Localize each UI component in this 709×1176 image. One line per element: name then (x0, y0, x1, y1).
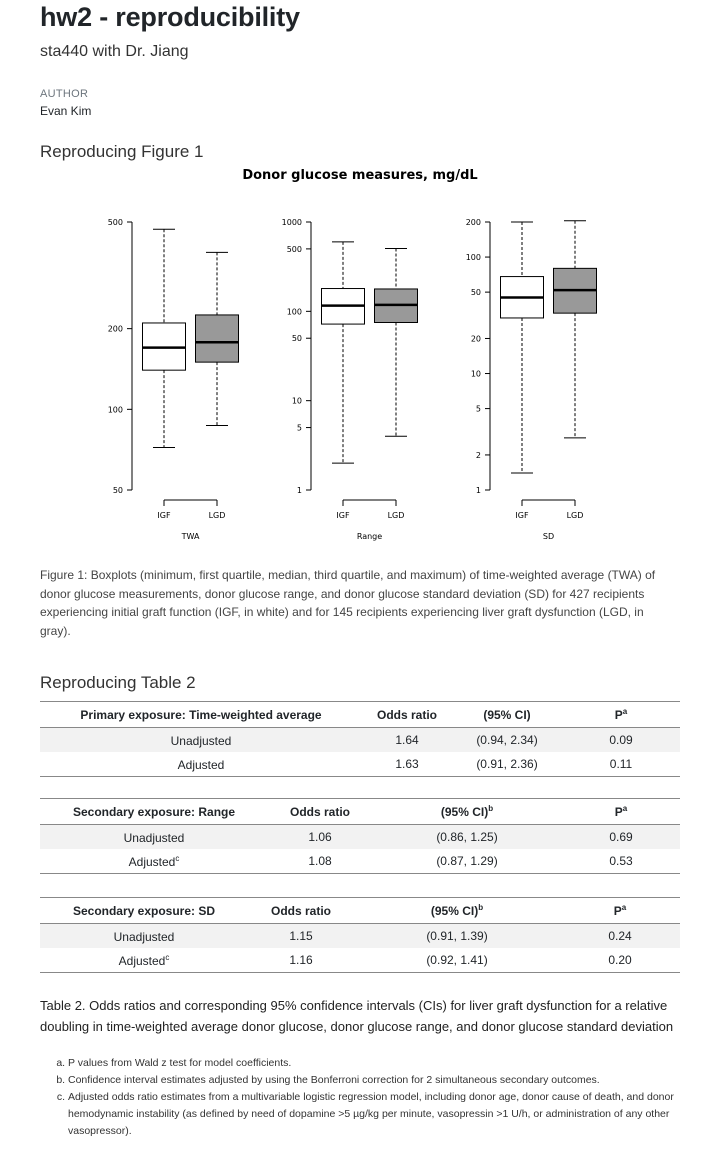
col-header-ci: (95% CI)b (354, 897, 560, 924)
x-tick-label: LGD (567, 511, 584, 520)
ci-cell: (0.87, 1.29) (372, 849, 562, 874)
y-tick-label: 500 (287, 245, 302, 254)
odds-ratio-cell: 1.06 (268, 824, 372, 849)
col-header-ci: (95% CI) (452, 701, 562, 728)
y-tick-label: 200 (108, 325, 123, 334)
p-cell: 0.53 (562, 849, 680, 874)
p-cell: 0.69 (562, 824, 680, 849)
table-row: Adjustedc 1.16 (0.92, 1.41) 0.20 (40, 948, 680, 973)
y-tick-label: 2 (476, 451, 481, 460)
table-row: Unadjusted 1.64 (0.94, 2.34) 0.09 (40, 727, 680, 752)
y-tick-label: 1 (297, 486, 302, 495)
table-row: Adjustedc 1.08 (0.87, 1.29) 0.53 (40, 849, 680, 874)
row-label: Adjustedc (40, 948, 248, 973)
panel-label: TWA (181, 532, 200, 541)
author-label: AUTHOR (40, 88, 89, 100)
row-label: Adjustedc (40, 849, 268, 874)
table-header-row: Secondary exposure: SD Odds ratio (95% C… (40, 897, 680, 924)
row-label: Adjusted (40, 752, 362, 777)
table-header-row: Secondary exposure: Range Odds ratio (95… (40, 798, 680, 825)
y-tick-label: 50 (471, 288, 481, 297)
row-label: Unadjusted (40, 727, 362, 752)
y-tick-label: 50 (292, 334, 302, 343)
table-caption: Table 2. Odds ratios and corresponding 9… (40, 998, 674, 1034)
footnote-a: P values from Wald z test for model coef… (68, 1055, 708, 1072)
y-tick-label: 100 (466, 253, 481, 262)
ci-cell: (0.91, 1.39) (354, 923, 560, 948)
p-cell: 0.11 (562, 752, 680, 777)
odds-ratio-cell: 1.16 (248, 948, 354, 973)
col-header-exposure: Primary exposure: Time-weighted average (40, 701, 362, 728)
col-header-exposure: Secondary exposure: Range (40, 798, 268, 825)
chart-title: Donor glucose measures, mg/dL (242, 168, 477, 183)
x-tick-label: LGD (388, 511, 405, 520)
p-cell: 0.24 (560, 923, 680, 948)
x-tick-label: IGF (157, 511, 171, 520)
col-header-p: Pa (562, 798, 680, 825)
col-header-p: Pa (560, 897, 680, 924)
panel-label: SD (543, 532, 554, 541)
odds-ratio-cell: 1.15 (248, 923, 354, 948)
table-row: Unadjusted 1.15 (0.91, 1.39) 0.24 (40, 923, 680, 948)
table-primary: Primary exposure: Time-weighted average … (40, 701, 680, 777)
table-header-row: Primary exposure: Time-weighted average … (40, 701, 680, 728)
table-range: Secondary exposure: Range Odds ratio (95… (40, 798, 680, 874)
odds-ratio-cell: 1.08 (268, 849, 372, 874)
table-row: Unadjusted 1.06 (0.86, 1.25) 0.69 (40, 824, 680, 849)
table-row: Adjusted 1.63 (0.91, 2.36) 0.11 (40, 752, 680, 777)
y-tick-label: 10 (292, 397, 302, 406)
ci-cell: (0.94, 2.34) (452, 727, 562, 752)
col-header-ci: (95% CI)b (372, 798, 562, 825)
col-header-exposure: Secondary exposure: SD (40, 897, 248, 924)
box-lgd (195, 314, 239, 363)
footnote-c: Adjusted odds ratio estimates from a mul… (68, 1089, 708, 1140)
row-label: Unadjusted (40, 824, 268, 849)
y-tick-label: 50 (113, 486, 123, 495)
table-footnotes: P values from Wald z test for model coef… (40, 1055, 708, 1140)
odds-ratio-cell: 1.63 (362, 752, 452, 777)
p-cell: 0.20 (560, 948, 680, 973)
boxplot-figure: Donor glucose measures, mg/dL 50 100 200 500… (108, 168, 597, 541)
ci-cell: (0.91, 2.36) (452, 752, 562, 777)
page-title: hw2 - reproducibility (40, 2, 300, 32)
x-tick-label: LGD (209, 511, 226, 520)
odds-ratio-cell: 1.64 (362, 727, 452, 752)
y-tick-label: 100 (287, 307, 302, 316)
x-tick-label: IGF (336, 511, 350, 520)
page-subtitle: sta440 with Dr. Jiang (40, 43, 189, 60)
x-tick-label: IGF (515, 511, 529, 520)
y-tick-label: 1 (476, 486, 481, 495)
y-tick-label: 100 (108, 405, 123, 414)
y-tick-label: 20 (471, 334, 481, 343)
y-tick-label: 500 (108, 218, 123, 227)
col-header-p: Pa (562, 701, 680, 728)
y-tick-label: 5 (476, 405, 481, 414)
table-sd: Secondary exposure: SD Odds ratio (95% C… (40, 897, 680, 973)
section-heading-table: Reproducing Table 2 (40, 673, 196, 692)
p-cell: 0.09 (562, 727, 680, 752)
section-heading-figure: Reproducing Figure 1 (40, 142, 204, 161)
col-header-or: Odds ratio (248, 897, 354, 924)
y-tick-label: 1000 (282, 218, 302, 227)
row-label: Unadjusted (40, 923, 248, 948)
footnote-b: Confidence interval estimates adjusted b… (68, 1072, 708, 1089)
panel-label: Range (357, 532, 382, 541)
ci-cell: (0.92, 1.41) (354, 948, 560, 973)
y-tick-label: 10 (471, 370, 481, 379)
col-header-or: Odds ratio (362, 701, 452, 728)
col-header-or: Odds ratio (268, 798, 372, 825)
ci-cell: (0.86, 1.25) (372, 824, 562, 849)
author-name: Evan Kim (40, 104, 92, 118)
y-tick-label: 5 (297, 424, 302, 433)
figure-caption: Figure 1: Boxplots (minimum, first quart… (40, 568, 656, 638)
y-tick-label: 200 (466, 218, 481, 227)
